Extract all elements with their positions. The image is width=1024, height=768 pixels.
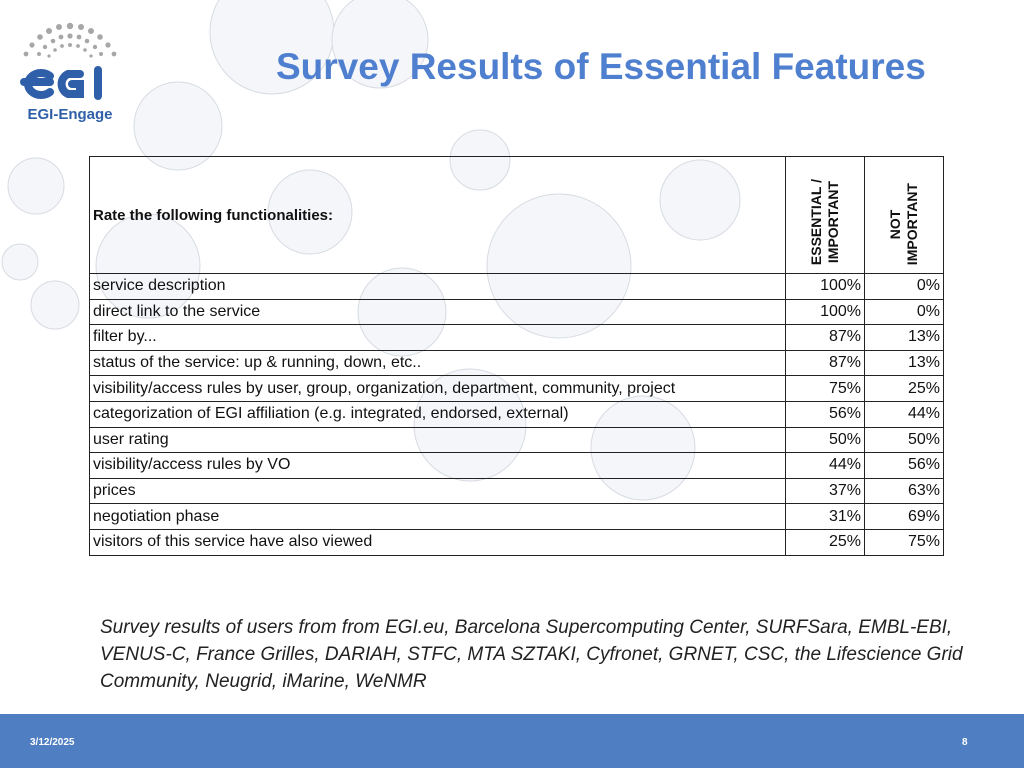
row-label: visitors of this service have also viewe… bbox=[89, 528, 786, 556]
not-important-value: 63% bbox=[864, 477, 944, 505]
table-row: categorization of EGI affiliation (e.g. … bbox=[89, 400, 944, 428]
table-row: status of the service: up & running, dow… bbox=[89, 349, 944, 377]
not-important-header-text: NOT IMPORTANT bbox=[887, 182, 920, 265]
row-label: direct link to the service bbox=[89, 298, 786, 326]
table-row: negotiation phase 31% 69% bbox=[89, 503, 944, 530]
table-header-row: Rate the following functionalities: ESSE… bbox=[89, 156, 944, 274]
row-label: visibility/access rules by user, group, … bbox=[89, 375, 786, 402]
essential-value: 25% bbox=[785, 528, 865, 556]
essential-value: 75% bbox=[785, 375, 865, 402]
question-header: Rate the following functionalities: bbox=[89, 156, 786, 274]
essential-value: 37% bbox=[785, 477, 865, 505]
not-important-value: 69% bbox=[864, 503, 944, 530]
essential-value: 87% bbox=[785, 349, 865, 377]
logo-egi-mark-icon bbox=[20, 66, 102, 100]
not-important-value: 0% bbox=[864, 298, 944, 326]
essential-value: 50% bbox=[785, 426, 865, 454]
essential-value: 56% bbox=[785, 400, 865, 428]
table-row: direct link to the service 100% 0% bbox=[89, 298, 944, 326]
row-label: service description bbox=[89, 273, 786, 300]
table-row: prices 37% 63% bbox=[89, 477, 944, 505]
table-row: visitors of this service have also viewe… bbox=[89, 528, 944, 556]
logo-caption: EGI-Engage bbox=[27, 106, 112, 123]
table-row: user rating 50% 50% bbox=[89, 426, 944, 454]
footer-date: 3/12/2025 bbox=[30, 737, 75, 748]
essential-value: 44% bbox=[785, 452, 865, 479]
footer-bar: 3/12/2025 8 bbox=[0, 714, 1024, 768]
table-row: filter by... 87% 13% bbox=[89, 324, 944, 351]
row-label: categorization of EGI affiliation (e.g. … bbox=[89, 400, 786, 428]
row-label: filter by... bbox=[89, 324, 786, 351]
logo-dot-arc-icon bbox=[23, 22, 117, 58]
page-number: 8 bbox=[962, 737, 968, 748]
not-important-value: 75% bbox=[864, 528, 944, 556]
essential-header-text: ESSENTIAL / IMPORTANT bbox=[808, 178, 841, 265]
essential-value: 87% bbox=[785, 324, 865, 351]
survey-table: Rate the following functionalities: ESSE… bbox=[89, 156, 944, 556]
essential-column-header: ESSENTIAL / IMPORTANT bbox=[785, 156, 865, 274]
survey-note: Survey results of users from from EGI.eu… bbox=[100, 617, 963, 692]
not-important-value: 13% bbox=[864, 349, 944, 377]
not-important-value: 13% bbox=[864, 324, 944, 351]
not-important-value: 25% bbox=[864, 375, 944, 402]
row-label: prices bbox=[89, 477, 786, 505]
not-important-value: 50% bbox=[864, 426, 944, 454]
essential-value: 100% bbox=[785, 298, 865, 326]
slide-title: Survey Results of Essential Features bbox=[276, 46, 926, 87]
row-label: visibility/access rules by VO bbox=[89, 452, 786, 479]
table-row: visibility/access rules by user, group, … bbox=[89, 375, 944, 402]
not-important-value: 56% bbox=[864, 452, 944, 479]
not-important-value: 0% bbox=[864, 273, 944, 300]
not-important-column-header: NOT IMPORTANT bbox=[864, 156, 944, 274]
row-label: user rating bbox=[89, 426, 786, 454]
table-row: service description 100% 0% bbox=[89, 273, 944, 300]
row-label: negotiation phase bbox=[89, 503, 786, 530]
essential-value: 100% bbox=[785, 273, 865, 300]
egi-logo: EGI-Engage bbox=[20, 22, 117, 123]
essential-value: 31% bbox=[785, 503, 865, 530]
not-important-value: 44% bbox=[864, 400, 944, 428]
row-label: status of the service: up & running, dow… bbox=[89, 349, 786, 377]
table-row: visibility/access rules by VO 44% 56% bbox=[89, 452, 944, 479]
